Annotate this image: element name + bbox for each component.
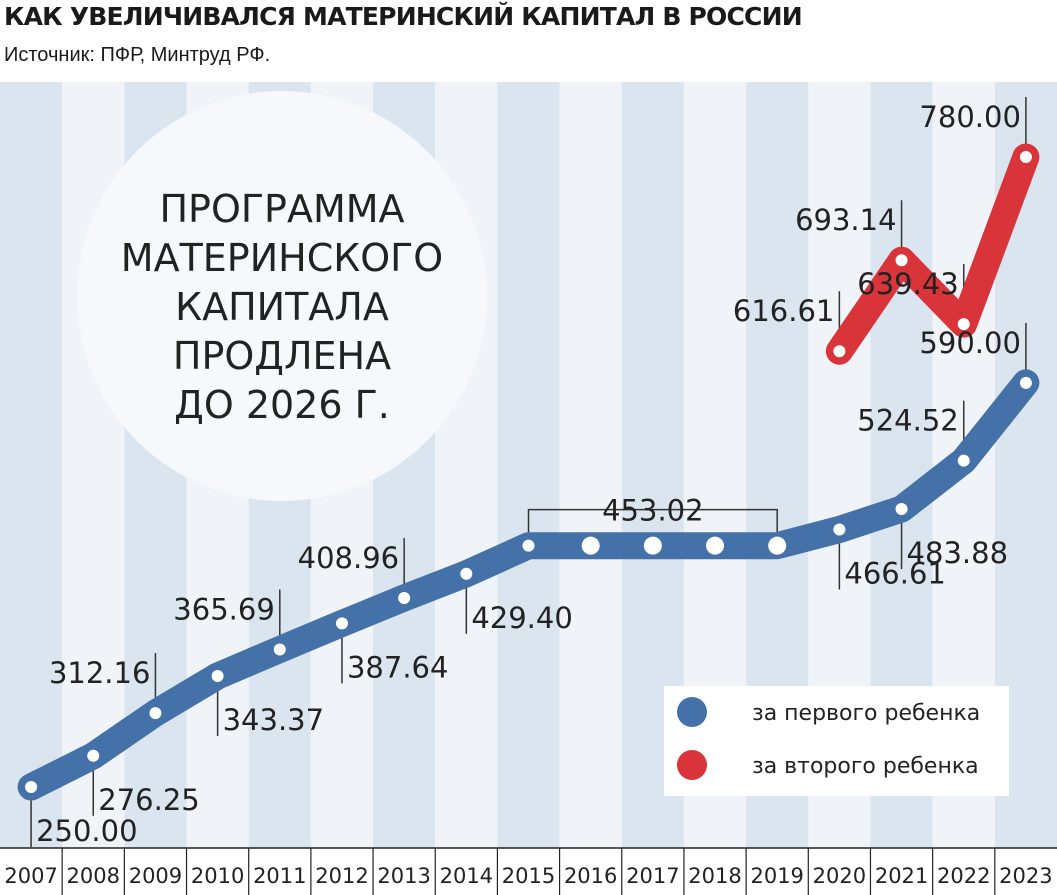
series-points [25,151,1032,793]
x-tick-label: 2017 [626,864,679,888]
value-label: 524.52 [857,404,958,438]
value-label: 780.00 [919,100,1020,134]
legend-label: за второго ребенка [752,754,979,779]
data-point [273,643,286,656]
value-label: 408.96 [298,541,399,575]
legend-label: за первого ребенка [752,701,980,726]
chart-title: КАК УВЕЛИЧИВАЛСЯ МАТЕРИНСКИЙ КАПИТАЛ В Р… [4,2,803,31]
plateau-point [768,536,787,555]
series-line [825,143,1040,365]
data-point [87,749,100,762]
callout-line: ДО 2026 Г. [174,383,390,427]
value-label: 483.88 [907,536,1008,570]
value-label: 590.00 [919,326,1020,360]
data-point [833,345,846,358]
value-label: 365.69 [173,592,274,626]
value-label: 312.16 [49,656,150,690]
value-label: 693.14 [795,203,896,237]
x-tick-label: 2018 [688,864,741,888]
legend-box [664,686,1009,796]
x-tick-label: 2007 [4,864,57,888]
x-tick-label: 2009 [129,864,182,888]
callout-line: КАПИТАЛА [175,285,389,329]
data-point [895,502,908,515]
x-tick-label: 2022 [937,864,990,888]
legend-swatch [677,697,707,727]
x-tick-label: 2011 [253,864,306,888]
x-tick-label: 2013 [377,864,430,888]
data-point [1019,151,1032,163]
plateau-point [706,536,725,555]
callout-line: ПРОГРАММА [159,187,404,231]
data-point [957,318,970,331]
value-label: 453.02 [602,494,703,528]
x-tick-label: 2008 [67,864,120,888]
data-point [460,567,473,580]
column-stripe [497,82,560,848]
data-point [895,254,908,267]
value-label: 429.40 [471,601,572,635]
x-tick-label: 2016 [564,864,617,888]
x-tick-label: 2010 [191,864,244,888]
value-label: 276.25 [98,783,199,817]
legend: за первого ребенка за второго ребенка [664,686,1009,796]
x-tick-label: 2023 [999,864,1052,888]
legend-swatch [677,750,707,780]
data-point [1019,376,1032,389]
column-stripe [0,82,63,848]
value-label: 343.37 [223,703,324,737]
x-tick-label: 2012 [315,864,368,888]
value-label: 616.61 [733,294,834,328]
value-label: 466.61 [844,557,945,591]
data-point [335,617,348,630]
data-point [833,523,846,536]
plateau-point [643,536,662,555]
value-label: 250.00 [36,814,137,848]
plateau-point [581,536,600,555]
x-tick-label: 2015 [502,864,555,888]
x-axis: 2007 2008 2009 2010 2011 2012 2013 2014 2015 2016… [0,847,1057,895]
plateau-bracket [527,508,778,538]
column-stripe [559,82,622,848]
source-note: Источник: ПФР, Минтруд РФ. [4,44,271,66]
value-label: 387.64 [347,650,448,684]
callout-circle: ПРОГРАММА МАТЕРИНСКОГО КАПИТАЛА ПРОДЛЕНА ДО … [77,91,487,501]
x-tick-label: 2020 [813,864,866,888]
data-point [957,454,970,467]
x-tick-label: 2019 [750,864,803,888]
x-tick-label: 2021 [875,864,928,888]
axis-band [0,848,1057,895]
x-tick-label: 2014 [440,864,493,888]
callout-line: ПРОДЛЕНА [173,334,391,378]
data-point [149,707,162,720]
data-point [398,592,411,605]
data-point [522,539,535,552]
data-point [25,781,38,793]
data-point [211,670,224,683]
value-label: 639.43 [857,267,958,301]
callout-line: МАТЕРИНСКОГО [121,236,443,280]
